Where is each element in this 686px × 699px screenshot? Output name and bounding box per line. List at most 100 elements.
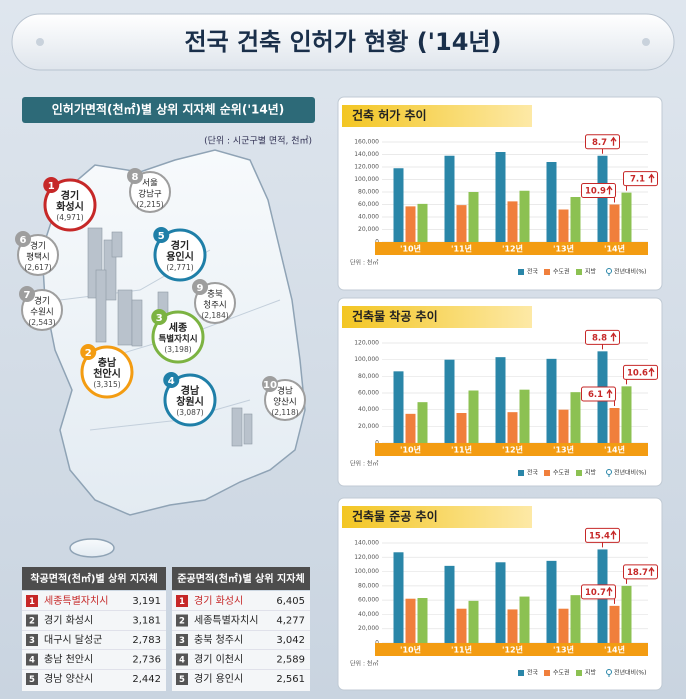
x-tick-label: '10년 (400, 445, 421, 455)
rank-box (176, 653, 188, 666)
y-tick-label: 40,000 (358, 406, 379, 413)
bar (456, 413, 467, 443)
bar (405, 598, 416, 643)
bar (558, 409, 569, 443)
table-rank: 2 (179, 617, 185, 627)
bar (519, 596, 530, 643)
bar (444, 565, 455, 643)
city-bubble (163, 373, 217, 427)
city-area: (2,184) (201, 311, 228, 320)
city-region: 경남 (277, 386, 293, 397)
callout-box (623, 564, 658, 580)
callout-box (581, 584, 616, 600)
city-area: (3,198) (164, 345, 191, 354)
chart-panel: 건축 허가 추이020,00040,00060,00080,000100,000… (337, 96, 663, 291)
bar (495, 152, 506, 242)
y-tick-label: 60,000 (358, 390, 379, 397)
x-tick-label: '12년 (502, 645, 523, 655)
callout-box (623, 171, 658, 187)
table-value: 3,181 (132, 616, 161, 627)
callout-text: 7.1 (630, 175, 645, 185)
unit-note: 단위 : 천㎡ (350, 259, 378, 267)
city-name: 수원시 (30, 308, 53, 318)
rank-badge (192, 279, 208, 295)
city-region: 세종 (169, 321, 187, 334)
rank-badge (163, 372, 180, 388)
up-arrow-icon (606, 185, 613, 195)
rank-badge (153, 227, 170, 243)
y-tick-label: 40,000 (358, 214, 379, 221)
rank-box (176, 673, 188, 685)
x-tick-label: '14년 (604, 445, 625, 455)
bar (495, 562, 506, 643)
x-tick-label: '11년 (451, 244, 472, 254)
legend-swatch (576, 670, 582, 676)
table-header (172, 567, 310, 590)
up-arrow-icon (610, 332, 617, 342)
city-bubble (151, 310, 205, 364)
category-band (375, 643, 648, 656)
city-area: (3,315) (93, 380, 120, 389)
bar (609, 605, 620, 643)
bar (417, 402, 428, 443)
city-region: 경기 (30, 241, 46, 252)
y-tick-label: 120,000 (354, 164, 379, 171)
rank-box (176, 595, 188, 607)
legend-label: 지방 (585, 469, 597, 477)
legend-label: 전국 (527, 669, 539, 677)
rank-number: 1 (48, 181, 55, 192)
table-name: 충북 청주시 (194, 634, 243, 646)
rank-number: 5 (158, 231, 165, 242)
decor-dot (642, 38, 650, 46)
up-arrow-icon (648, 173, 655, 183)
panel-title-bar (342, 105, 532, 127)
bar (468, 390, 479, 443)
y-tick-label: 120,000 (354, 554, 379, 561)
x-tick-label: '12년 (502, 445, 523, 455)
y-tick-label: 20,000 (358, 226, 379, 233)
y-tick-label: 120,000 (354, 340, 379, 347)
bar (621, 386, 632, 443)
callout-box (581, 183, 616, 198)
bar (519, 389, 530, 443)
city-area: (3,087) (176, 408, 203, 417)
bar (417, 203, 428, 242)
y-tick-label: 20,000 (358, 423, 379, 430)
city-name: 창원시 (176, 395, 204, 408)
up-arrow-icon (606, 586, 613, 596)
x-tick-label: '13년 (553, 645, 574, 655)
table-value: 3,042 (276, 635, 305, 646)
callout-text: 10.9 (585, 187, 606, 197)
legend-swatch (576, 470, 582, 476)
bar (570, 595, 581, 643)
table-value: 6,405 (276, 596, 305, 607)
chart-title: 건축물 착공 추이 (352, 309, 438, 324)
callout-text: 10.6 (627, 368, 648, 378)
table-value: 2,561 (276, 674, 305, 685)
bar (444, 155, 455, 242)
bar (609, 204, 620, 242)
city-name: 특별자치시 (158, 334, 197, 345)
bar (495, 357, 506, 443)
table-body (172, 591, 310, 691)
bar (597, 155, 608, 242)
x-tick-label: '11년 (451, 445, 472, 455)
rank-box (26, 634, 38, 646)
rank-badge (15, 231, 31, 247)
y-tick-label: 20,000 (358, 625, 379, 632)
map-title: 인허가면적(천㎡)별 상위 지자체 순위('14년) (52, 102, 284, 117)
legend-label: 지방 (585, 669, 597, 677)
bar (507, 412, 518, 443)
up-arrow-icon (610, 136, 617, 146)
bar (558, 209, 569, 242)
bar (417, 598, 428, 643)
city-name: 천안시 (93, 367, 121, 380)
rank-number: 10 (263, 380, 277, 391)
table-name: 충남 천안시 (44, 654, 93, 666)
bar (405, 206, 416, 242)
x-tick-label: '11년 (451, 645, 472, 655)
bar (570, 392, 581, 443)
bar (405, 413, 416, 443)
up-arrow-icon (610, 530, 617, 540)
